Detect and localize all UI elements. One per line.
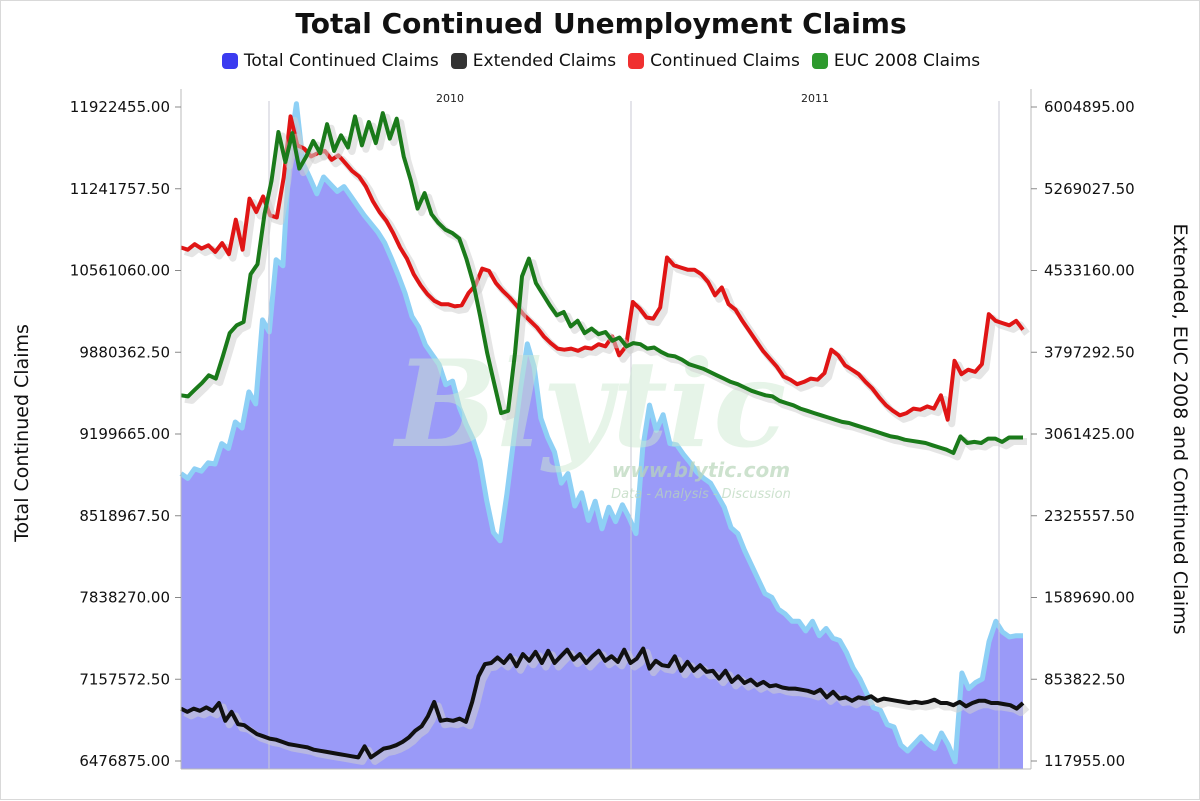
y-left-tick-label: 7157572.50: [79, 670, 170, 688]
watermark-tagline: Data - Analysis - Discussion: [611, 487, 791, 502]
watermark-logo: Blytic: [393, 334, 787, 475]
year-label-2010: 2010: [436, 92, 464, 105]
y-right-tick-label: 6004895.00: [1044, 98, 1135, 116]
y-axis-left-title: Total Continued Claims: [11, 324, 33, 543]
y-right-tick-label: 853822.50: [1044, 670, 1125, 688]
y-left-tick-label: 7838270.00: [79, 589, 170, 607]
y-left-tick-label: 8518967.50: [79, 507, 170, 525]
y-left-tick-label: 10561060.00: [70, 262, 170, 280]
y-axis-right-title: Extended, EUC 2008 and Continued Claims: [1169, 223, 1191, 634]
y-left-tick-label: 9880362.50: [79, 343, 170, 361]
y-right-tick-label: 5269027.50: [1044, 180, 1135, 198]
y-left-tick-label: 9199665.00: [79, 425, 170, 443]
y-right-tick-label: 3797292.50: [1044, 343, 1135, 361]
y-right-tick-label: 117955.00: [1044, 752, 1125, 770]
y-right-tick-label: 3061425.00: [1044, 425, 1135, 443]
y-right-tick-label: 1589690.00: [1044, 589, 1135, 607]
y-left-tick-label: 11922455.00: [70, 98, 170, 116]
y-right-tick-label: 2325557.50: [1044, 507, 1135, 525]
year-label-2011: 2011: [801, 92, 829, 105]
y-left-tick-label: 6476875.00: [79, 752, 170, 770]
y-left-tick-label: 11241757.50: [70, 180, 170, 198]
watermark-url: www.blytic.com: [612, 458, 790, 482]
y-right-tick-label: 4533160.00: [1044, 262, 1135, 280]
